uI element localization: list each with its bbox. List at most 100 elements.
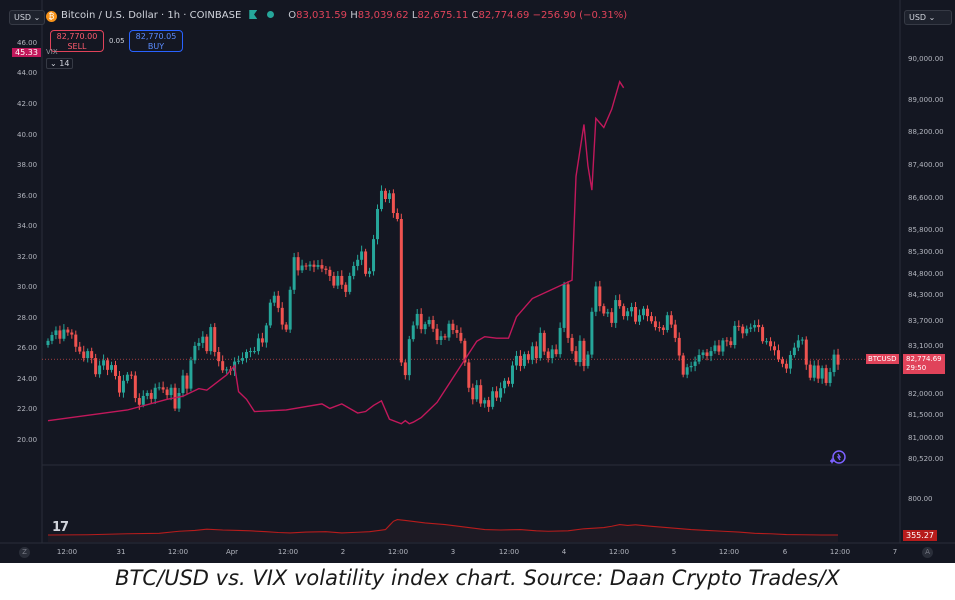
chart-grid (0, 0, 955, 544)
candle-body (566, 284, 570, 338)
candle-body (507, 380, 511, 384)
candle-body (272, 295, 276, 303)
candle-body (642, 308, 645, 316)
sell-price: 82,770.00 (56, 32, 98, 41)
ohlc-values: O83,031.59 H83,039.62 L82,675.11 C82,774… (288, 10, 628, 21)
candle-body (737, 325, 741, 327)
candle-body (395, 213, 399, 219)
candle-body (530, 346, 534, 360)
candle-body (479, 385, 483, 404)
candle-body (578, 340, 582, 363)
candle-body (268, 302, 272, 326)
time-axis-tick: 12:00 (278, 548, 298, 556)
candle-body (645, 308, 649, 317)
price-axis-tick: 82,000.00 (908, 390, 944, 398)
btc-candles (46, 185, 840, 412)
candle-body (181, 375, 185, 393)
candle-body (725, 340, 729, 342)
currency-select-left[interactable]: USD ⌄ (9, 10, 46, 25)
candle-body (546, 351, 550, 359)
last-price-tag: 82,774.69 29:50 (903, 354, 945, 374)
candle-body (237, 360, 241, 362)
candle-body (292, 257, 296, 290)
candle-body (550, 349, 554, 359)
candle-body (213, 327, 217, 352)
candle-body (248, 351, 252, 353)
vix-axis-tick: 42.00 (17, 100, 37, 108)
candle-body (153, 387, 157, 399)
candle-body (58, 330, 62, 339)
sparkle-icon[interactable] (830, 449, 846, 465)
candle-body (407, 339, 411, 376)
tradingview-logo[interactable]: 17 (52, 520, 69, 535)
candle-body (582, 340, 586, 366)
symbol-title[interactable]: Bitcoin / U.S. Dollar · 1h · COINBASE (61, 10, 242, 21)
candle-body (685, 367, 689, 375)
candle-body (769, 341, 773, 347)
candle-body (459, 332, 463, 341)
candle-body (90, 351, 94, 359)
candle-body (753, 325, 757, 328)
candle-body (614, 300, 618, 323)
candle-body (681, 355, 685, 375)
price-chart[interactable]: 90,000.00 89,000.00 88,200.00 87,400.00 86,6… (0, 0, 955, 563)
currency-select-right[interactable]: USD ⌄ (904, 10, 952, 25)
candle-body (252, 351, 256, 353)
last-price: 82,774.69 (906, 355, 942, 363)
candle-body (800, 339, 804, 341)
candle-body (324, 268, 328, 270)
candle-body (634, 307, 638, 322)
price-axis-tick: 84,800.00 (908, 270, 944, 278)
candle-body (669, 315, 673, 325)
sell-button[interactable]: 82,770.00 SELL (50, 30, 104, 52)
time-axis-tick: 12:00 (830, 548, 850, 556)
candle-body (832, 354, 836, 373)
indicators-count: 14 (59, 59, 70, 68)
candle-body (693, 361, 697, 366)
chart-app: 90,000.00 89,000.00 88,200.00 87,400.00 86,6… (0, 0, 955, 563)
price-axis-tick: 85,800.00 (908, 226, 944, 234)
candle-body (510, 365, 514, 384)
currency-right-label: USD (909, 13, 927, 22)
candle-body (812, 365, 816, 378)
candle-body (141, 395, 145, 405)
candle-body (379, 190, 383, 209)
flag-icon[interactable] (249, 10, 258, 19)
indicators-collapse-button[interactable]: ⌄ 14 (46, 58, 74, 69)
candle-body (169, 387, 173, 396)
buy-price: 82,770.05 (135, 32, 177, 41)
buy-button[interactable]: 82,770.05 BUY (129, 30, 183, 52)
candle-body (447, 323, 451, 338)
candle-body (376, 209, 380, 240)
vix-series-line (47, 80, 625, 425)
candle-body (792, 347, 796, 356)
candle-body (225, 369, 229, 371)
candle-body (197, 342, 201, 346)
candle-body (499, 388, 503, 398)
auto-scale-button[interactable]: A (922, 547, 933, 558)
candle-body (649, 316, 653, 322)
time-axis-tick: 12:00 (388, 548, 408, 556)
candle-body (241, 358, 245, 361)
candle-body (665, 315, 669, 330)
candle-body (514, 355, 518, 366)
time-axis-tick: 12:00 (57, 548, 77, 556)
candle-body (102, 360, 106, 366)
candle-body (538, 332, 542, 359)
candle-body (816, 365, 820, 379)
candle-body (618, 300, 622, 307)
candle-body (590, 311, 594, 355)
candle-body (439, 336, 443, 340)
candle-body (296, 257, 300, 271)
vix-axis-tick: 32.00 (17, 253, 37, 261)
candle-body (245, 351, 248, 359)
timezone-button[interactable]: Z (19, 547, 30, 558)
candle-body (653, 321, 657, 328)
candle-body (638, 315, 642, 322)
candle-body (399, 219, 403, 363)
candle-body (558, 327, 562, 355)
candle-body (189, 360, 193, 389)
candle-body (121, 380, 125, 393)
candle-body (332, 275, 336, 286)
candle-body (117, 375, 121, 393)
